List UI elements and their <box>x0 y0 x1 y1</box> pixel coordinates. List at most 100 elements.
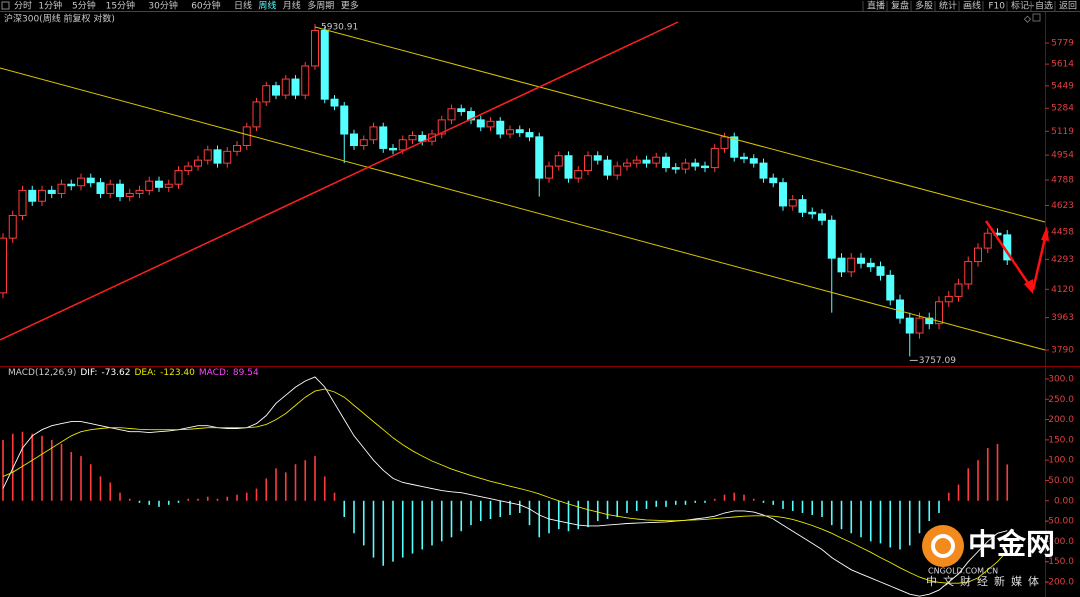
y-tick-label: 50.00 <box>1048 476 1074 486</box>
period-tab[interactable]: 周线 <box>258 0 276 12</box>
candle-body <box>28 189 37 202</box>
candle-body <box>437 119 446 135</box>
candle-body <box>447 108 456 121</box>
arrow-head <box>1024 279 1033 294</box>
candle-body <box>545 165 553 179</box>
period-tab[interactable]: 30分钟 <box>148 0 177 12</box>
candle-body <box>691 162 700 167</box>
watermark: 中金网 CNGOLD.COM.CN 中文财经新媒体 <box>922 525 1055 588</box>
candle-body <box>788 199 797 207</box>
candle-body <box>671 167 680 170</box>
candle-body <box>623 162 631 167</box>
candle-body <box>18 189 27 216</box>
arrow-up <box>1031 237 1047 291</box>
candle-body <box>535 136 544 179</box>
expand-icon[interactable] <box>1032 13 1041 22</box>
logo-mark <box>931 534 955 558</box>
y-tick-label: 5119 <box>1051 127 1074 137</box>
period-tab[interactable]: 5分钟 <box>72 0 96 12</box>
tool-button[interactable]: F10 <box>988 2 1005 12</box>
tool-button[interactable]: 统计 <box>939 0 957 12</box>
candle-body <box>662 156 670 169</box>
main-panel: 5779 5614 5449 5284 5119 4954 4788 4623 4458 4293… <box>0 23 1074 366</box>
y-tick-label: 4623 <box>1051 201 1074 211</box>
candle-body <box>476 119 485 128</box>
settings-icon[interactable]: ◇ <box>1024 15 1031 25</box>
candle-body <box>857 257 865 264</box>
tool-button[interactable]: +自选 <box>1027 0 1053 12</box>
period-tab[interactable]: 日线 <box>234 0 252 12</box>
candle-body <box>866 262 875 268</box>
candle-body <box>330 98 339 107</box>
tool-button[interactable]: 标记 <box>1011 0 1029 12</box>
candle-body <box>740 156 748 160</box>
candle-body <box>67 183 76 187</box>
period-tab[interactable]: 60分钟 <box>191 0 220 12</box>
candle-body <box>847 257 856 273</box>
candle-body <box>125 192 134 198</box>
channel-lower <box>0 67 1046 351</box>
candle-body <box>574 170 583 179</box>
candle-body <box>905 317 914 334</box>
candle-body <box>876 266 885 276</box>
legend-value: 89.54 <box>233 368 259 378</box>
period-tab[interactable]: 1分钟 <box>38 0 62 12</box>
candle-body <box>749 158 758 164</box>
y-tick-label: 100.0 <box>1048 456 1074 466</box>
candle-body <box>252 101 261 128</box>
y-tick-label: 4120 <box>1051 285 1074 295</box>
period-tab[interactable]: 月线 <box>283 0 301 12</box>
candle-body <box>301 65 310 96</box>
candle-body <box>730 136 739 158</box>
candle-body <box>935 301 943 325</box>
candle-body <box>106 183 115 194</box>
candle-body <box>915 317 924 334</box>
indicator-title: MACD(12,26,9) <box>8 368 76 378</box>
y-tick-label: -200.0 <box>1045 577 1074 587</box>
y-tick-label: 5614 <box>1051 60 1074 70</box>
candle-body <box>681 162 690 170</box>
legend-name: DIF: <box>80 368 97 378</box>
candle-body <box>925 317 934 325</box>
period-tab[interactable]: 15分钟 <box>106 0 135 12</box>
y-tick-label: 4458 <box>1051 227 1074 237</box>
trend-line <box>0 21 679 341</box>
candle-body <box>827 219 836 259</box>
y-tick-label: -150.0 <box>1045 557 1074 567</box>
y-tick-label: 5284 <box>1051 104 1074 114</box>
y-tick-label: 200.0 <box>1048 415 1074 425</box>
candle-body <box>272 85 280 96</box>
candle-body <box>203 149 212 161</box>
candle-body <box>886 274 895 301</box>
candle-body <box>47 189 56 194</box>
candle-body <box>0 237 7 294</box>
legend-value: -123.40 <box>160 368 195 378</box>
legend-value: -73.62 <box>101 368 130 378</box>
candle-body <box>944 295 953 303</box>
period-tab[interactable]: 分时 <box>14 0 32 12</box>
tool-button[interactable]: 复盘 <box>891 0 909 12</box>
tool-button[interactable]: 多股 <box>915 0 933 12</box>
candle-body <box>808 211 817 215</box>
y-tick-label: 250.0 <box>1048 395 1074 405</box>
candle-body <box>837 257 846 273</box>
legend-name: DEA: <box>134 368 156 378</box>
candle-body <box>379 126 388 149</box>
tool-button[interactable]: 直播 <box>867 0 885 12</box>
tool-button[interactable]: 返回 <box>1059 0 1077 12</box>
period-tab[interactable]: 更多 <box>341 0 359 12</box>
tool-button[interactable]: 画线 <box>963 0 981 12</box>
candle-body <box>759 162 768 179</box>
y-tick-label: -50.00 <box>1045 517 1074 527</box>
y-tick-label: 4954 <box>1051 151 1074 161</box>
menu-icon[interactable] <box>1 1 10 10</box>
candle-body <box>525 132 534 138</box>
main-title: 沪深300(周线 前复权 对数) <box>4 13 115 25</box>
candle-body <box>223 150 232 164</box>
candle-body <box>77 177 85 187</box>
candle-body <box>515 129 524 134</box>
period-tab[interactable]: 多周期 <box>307 0 334 12</box>
candle-body <box>145 180 154 191</box>
